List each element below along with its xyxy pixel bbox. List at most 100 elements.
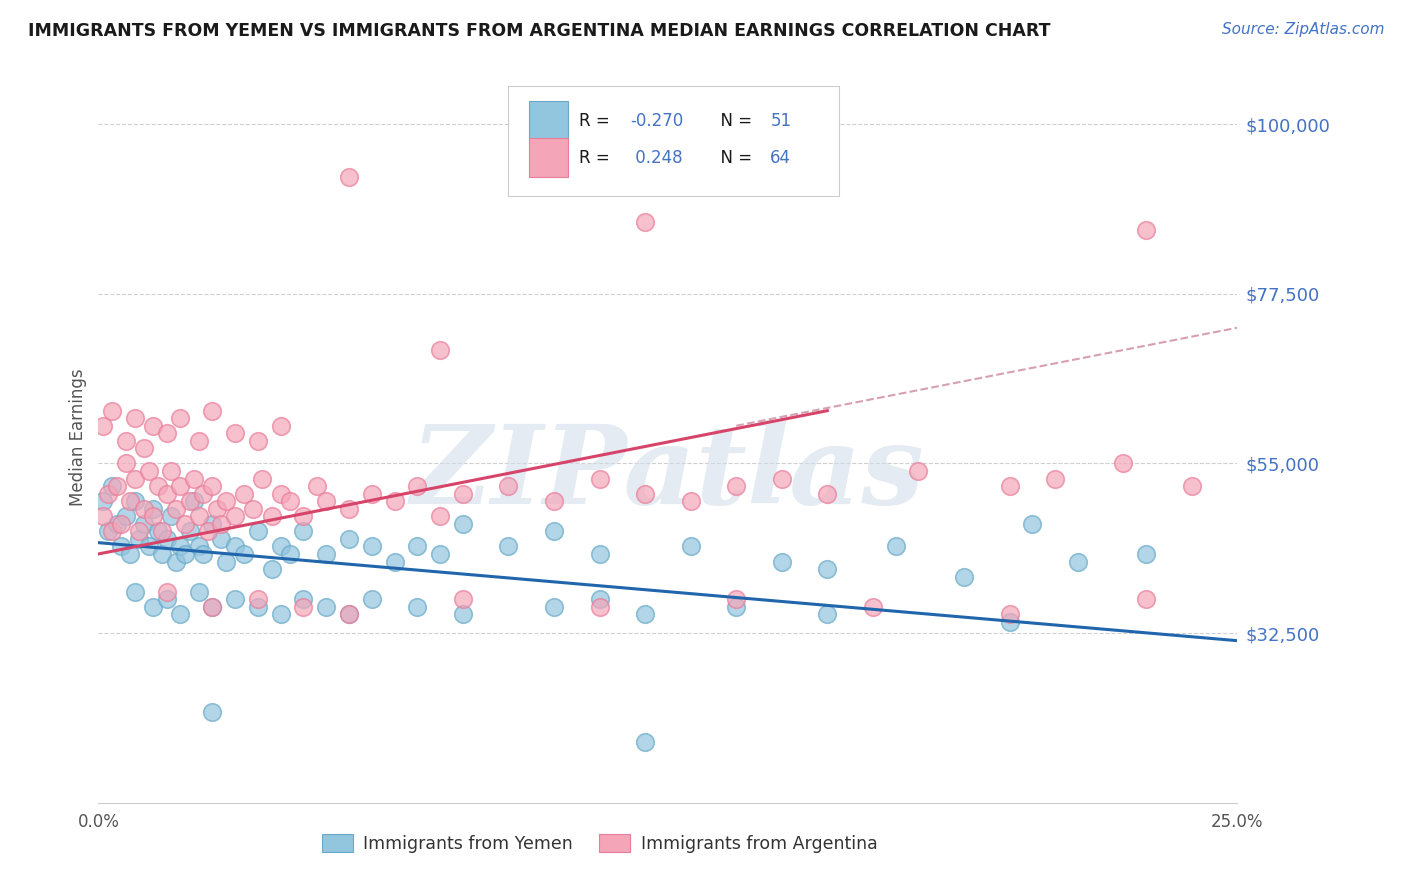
Point: [201, 516, 224, 531]
Point: [174, 516, 197, 531]
Point: [260, 509, 283, 524]
Text: N =: N =: [710, 149, 758, 167]
Point: [105, 479, 128, 493]
Point: [101, 403, 124, 417]
Point: [128, 532, 150, 546]
Point: [406, 479, 429, 493]
Point: [292, 509, 315, 524]
Point: [1043, 471, 1066, 485]
Point: [114, 509, 136, 524]
Point: [252, 471, 274, 485]
Point: [998, 607, 1021, 622]
Point: [588, 471, 610, 485]
Point: [101, 479, 124, 493]
Point: [498, 479, 520, 493]
Point: [201, 479, 224, 493]
Point: [187, 540, 209, 554]
Point: [120, 547, 142, 561]
Point: [160, 509, 183, 524]
Text: IMMIGRANTS FROM YEMEN VS IMMIGRANTS FROM ARGENTINA MEDIAN EARNINGS CORRELATION C: IMMIGRANTS FROM YEMEN VS IMMIGRANTS FROM…: [28, 22, 1050, 40]
Point: [543, 599, 565, 614]
Point: [201, 599, 224, 614]
Point: [124, 411, 146, 425]
Point: [142, 509, 165, 524]
Point: [132, 501, 155, 516]
Point: [150, 524, 173, 539]
Point: [179, 524, 201, 539]
Point: [907, 464, 929, 478]
Point: [224, 426, 246, 441]
Point: [205, 501, 228, 516]
Point: [270, 607, 292, 622]
Point: [91, 494, 114, 508]
Point: [634, 735, 657, 749]
Text: 0.248: 0.248: [630, 149, 683, 167]
Point: [187, 584, 209, 599]
Point: [197, 524, 219, 539]
Point: [142, 501, 165, 516]
Point: [270, 486, 292, 500]
Point: [679, 540, 702, 554]
Point: [588, 599, 610, 614]
Point: [725, 592, 748, 607]
Point: [105, 516, 128, 531]
Point: [770, 471, 793, 485]
Point: [142, 418, 165, 433]
Point: [588, 592, 610, 607]
Point: [815, 562, 838, 576]
Point: [246, 434, 269, 448]
Point: [953, 569, 976, 583]
Point: [337, 607, 360, 622]
Point: [307, 479, 329, 493]
Point: [543, 494, 565, 508]
Point: [498, 540, 520, 554]
Point: [998, 479, 1021, 493]
Point: [201, 403, 224, 417]
Point: [634, 607, 657, 622]
Point: [337, 532, 360, 546]
Point: [101, 524, 124, 539]
Point: [146, 479, 169, 493]
Point: [278, 547, 301, 561]
Text: N =: N =: [710, 112, 758, 130]
Point: [815, 607, 838, 622]
Point: [209, 516, 232, 531]
Point: [242, 501, 264, 516]
Text: ZIPatlas: ZIPatlas: [411, 420, 925, 527]
Point: [224, 509, 246, 524]
Point: [138, 464, 160, 478]
Point: [193, 547, 215, 561]
Point: [156, 592, 179, 607]
Point: [406, 599, 429, 614]
Point: [246, 592, 269, 607]
Point: [384, 554, 406, 568]
Point: [1135, 223, 1157, 237]
Point: [187, 434, 209, 448]
Point: [451, 607, 474, 622]
Point: [451, 486, 474, 500]
Point: [315, 599, 337, 614]
Point: [634, 215, 657, 229]
Point: [91, 509, 114, 524]
Point: [543, 524, 565, 539]
Point: [1067, 554, 1090, 568]
Y-axis label: Median Earnings: Median Earnings: [69, 368, 87, 506]
Point: [270, 540, 292, 554]
Text: 64: 64: [770, 149, 792, 167]
Point: [360, 592, 382, 607]
Point: [360, 486, 382, 500]
Point: [315, 547, 337, 561]
Point: [429, 343, 451, 358]
Point: [292, 592, 315, 607]
Point: [193, 486, 215, 500]
Point: [132, 516, 155, 531]
Point: [183, 471, 205, 485]
Point: [150, 547, 173, 561]
Point: [124, 494, 146, 508]
Point: [1021, 516, 1043, 531]
Point: [233, 547, 256, 561]
Point: [315, 494, 337, 508]
Point: [384, 494, 406, 508]
Point: [215, 554, 238, 568]
Point: [862, 599, 884, 614]
